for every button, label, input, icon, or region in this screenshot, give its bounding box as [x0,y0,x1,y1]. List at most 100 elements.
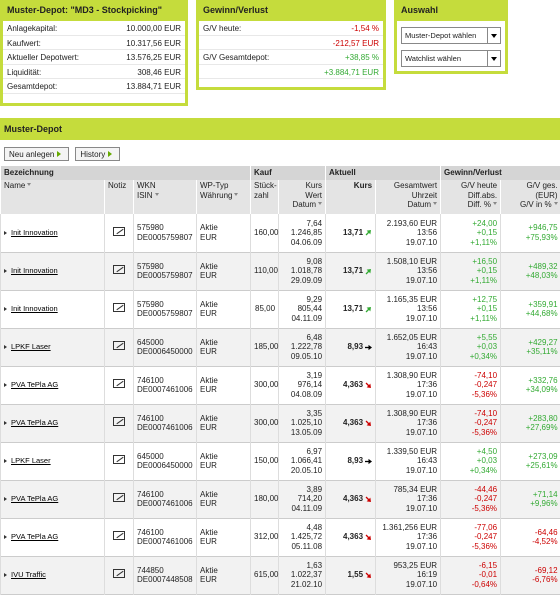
buy-cell: 3,35 1.025,10 13.05.09 [278,404,326,442]
select[interactable]: Muster-Depot wählen [401,27,501,44]
group-header: Aktuell [325,166,441,180]
total-gv-cell: -69,12 -6,76% [500,556,560,594]
trend-arrow [365,534,372,540]
isin: DE0005759807 [137,309,193,318]
isin: DE0007448508 [137,575,193,584]
buy-line: 9,29 [306,294,323,304]
value: 10.317,56 EUR [126,38,181,48]
type: Aktie [200,451,218,461]
day-gv-line: -74,10 [474,408,498,418]
sort-icon[interactable] [433,202,438,207]
note-icon[interactable] [113,493,125,503]
wkn-cell: 746100 DE0007461006 [133,366,197,404]
label: G/V heute: [203,24,242,33]
trend-arrow [365,572,372,578]
security-link[interactable]: PVA TePla AG [11,532,59,542]
currency: EUR [200,271,217,280]
wkn-cell: 746100 DE0007461006 [133,518,197,556]
value: -1,54 % [351,24,379,33]
price: 13,71 [343,266,364,276]
security-link[interactable]: Init Innovation [11,266,58,276]
security-link[interactable]: PVA TePla AG [11,418,59,428]
note-icon[interactable] [113,341,125,351]
sort-icon[interactable] [493,202,498,207]
total-cell: 2.193,60 EUR 13:56 19.07.10 [375,214,441,252]
value: 13.884,71 EUR [126,82,181,91]
table-row: LPKF Laser 645000 DE0006450000 Aktie EUR 185,… [0,328,560,366]
bullet [4,307,9,312]
day-gv-line: +0,34% [469,351,498,361]
note-icon[interactable] [113,531,125,541]
column-header: Stück-zahl [250,180,279,214]
day-gv-line: +24,00 [472,218,498,228]
button[interactable]: History [75,147,121,161]
select-text: Muster-Depot wählen [405,31,477,40]
security-link[interactable]: PVA TePla AG [11,494,59,504]
total-cell: 1.361,256 EUR 17:36 19.07.10 [375,518,441,556]
sort-icon[interactable] [234,192,239,198]
day-gv-cell: -74,10 -0,247 -5,36% [440,404,501,442]
group-header: Kauf [250,166,326,180]
sort-icon[interactable] [553,202,558,207]
security-link[interactable]: Init Innovation [11,228,58,237]
total-cell: 785,34 EUR 17:36 19.07.10 [375,480,441,518]
note-icon[interactable] [113,417,125,427]
trend-arrow [365,420,372,426]
value: 13.576,25 EUR [126,53,181,62]
note-icon[interactable] [113,379,125,389]
value: 10.000,00 EUR [126,24,181,33]
security-link[interactable]: LPKF Laser [11,342,51,352]
group-row: Bezeichnung Kauf Aktuell Gewinn/Verlust [0,166,560,180]
column-header: Kurs Wert Datum [278,180,326,214]
bullet [4,231,9,235]
note-icon[interactable] [113,227,125,236]
name-cell: PVA TePla AG [0,518,105,556]
security-link[interactable]: LPKF Laser [11,456,51,466]
trend-arrow [365,268,372,275]
buy-line: 09.05.10 [290,351,323,361]
total-line: 1.165,35 EUR [386,294,438,304]
currency: EUR [200,499,217,508]
select[interactable]: Watchlist wählen [401,50,501,67]
section-title: Muster-Depot [0,118,560,140]
name-cell: PVA TePla AG [0,366,105,404]
type-cell: Aktie EUR [195,290,251,328]
note-icon[interactable] [113,265,125,275]
note-icon[interactable] [113,569,125,579]
name-cell: PVA TePla AG [0,404,105,442]
day-gv-line: -6,15 [478,560,498,570]
table-row: PVA TePla AG 746100 DE0007461006 Aktie EUR 30… [0,366,560,404]
dropdown-arrow[interactable] [487,28,500,43]
header-line: Diff. % [444,200,498,210]
table-head: Bezeichnung Kauf Aktuell Gewinn/Verlust Nam… [0,166,560,214]
sort-icon[interactable] [154,192,159,198]
column-header: Name [0,180,105,214]
box-title: Gewinn/Verlust [199,0,383,21]
button[interactable]: Neu anlegen [4,147,70,161]
type: Aktie [200,527,218,537]
name-cell: PVA TePla AG [0,480,105,518]
sort-icon[interactable] [27,183,32,188]
quantity: 110,00 [250,252,279,290]
type: Aktie [200,337,218,347]
wkn-cell: 575980 DE0005759807 [133,290,197,328]
sort-icon[interactable] [318,202,323,207]
price: 4,363 [343,532,364,542]
day-gv-line: +0,15 [476,228,498,237]
type: Aktie [200,565,218,575]
value: 308,46 EUR [137,67,181,77]
security-link[interactable]: Init Innovation [11,304,58,314]
dropdown-arrow[interactable] [487,51,500,66]
buy-line: 04.06.09 [290,237,323,247]
security-link[interactable]: IVU Traffic [11,570,46,580]
total-line: 1.508,10 EUR [386,256,438,266]
security-link[interactable]: PVA TePla AG [11,380,59,390]
buy-line: 1.425,72 [290,532,323,542]
table-row: PVA TePla AG 746100 DE0007461006 Aktie EUR 31… [0,518,560,556]
note-icon[interactable] [113,303,125,313]
note-icon[interactable] [113,455,125,465]
table-row: LPKF Laser 645000 DE0006450000 Aktie EUR 150,… [0,442,560,480]
trend-arrow [365,344,373,350]
header-line: Kurs [353,181,373,190]
price-cell: 13,71 [325,290,376,328]
